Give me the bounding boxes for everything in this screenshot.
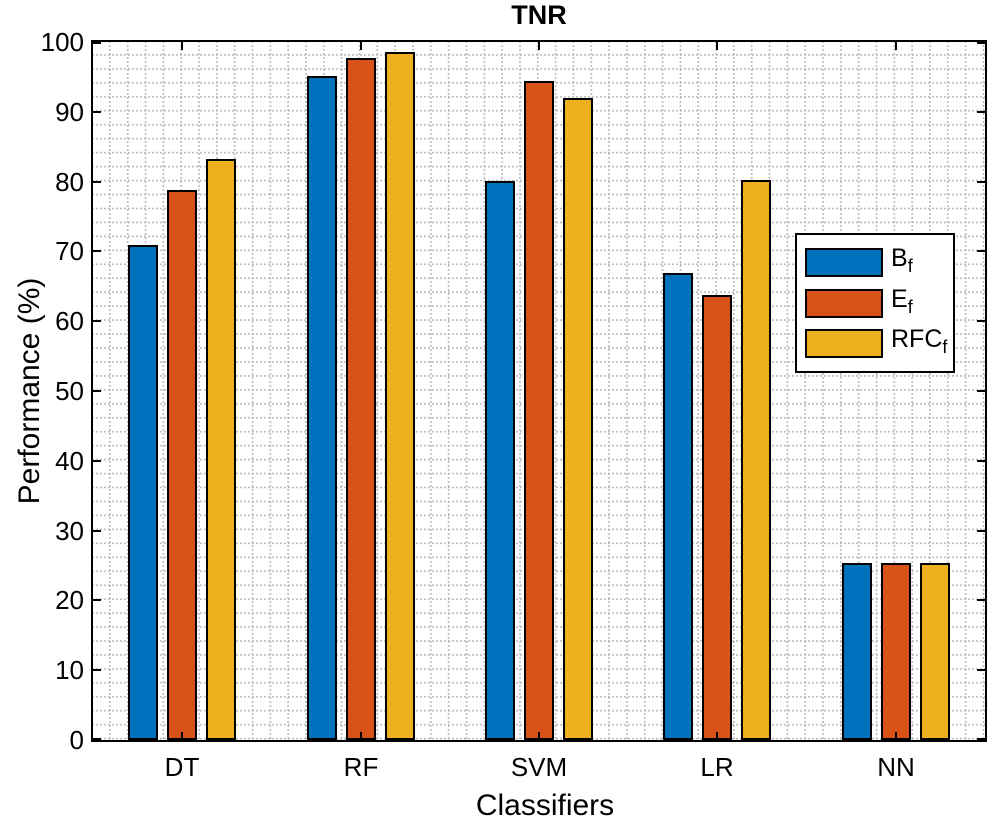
legend-entry-Bf: Bf: [805, 246, 953, 279]
y-axis-label: Performance (%): [13, 277, 46, 505]
legend-label-RFCf: RFCf: [891, 324, 948, 357]
chart-title: TNR: [511, 0, 567, 30]
x-tick-mark: [538, 42, 540, 50]
x-tick-mark: [716, 42, 718, 50]
bar-SVM-Bf: [485, 181, 515, 740]
legend-swatch-RFCf: [805, 328, 883, 358]
x-tick-label: SVM: [510, 752, 568, 782]
bar-RF-Bf: [307, 76, 337, 740]
y-tick-mark: [977, 599, 985, 601]
bar-RF-RFCf: [385, 52, 415, 740]
bar-DT-RFCf: [206, 159, 236, 740]
y-tick-mark: [93, 599, 101, 601]
y-tick-mark: [93, 530, 101, 532]
y-tick-mark: [93, 460, 101, 462]
y-tick-mark: [977, 669, 985, 671]
bar-LR-Bf: [663, 273, 693, 740]
y-tick-mark: [977, 460, 985, 462]
x-tick-mark: [895, 732, 897, 740]
x-tick-label: LR: [700, 752, 734, 782]
legend-entry-Ef: Ef: [805, 284, 953, 320]
bar-DT-Bf: [128, 245, 158, 740]
x-tick-mark: [181, 42, 183, 50]
y-tick-mark: [93, 669, 101, 671]
y-tick-mark: [93, 320, 101, 322]
bar-NN-Ef: [881, 563, 911, 740]
bar-RF-Ef: [346, 58, 376, 740]
legend-entry-RFCf: RFCf: [805, 324, 953, 360]
y-tick-mark: [93, 42, 101, 44]
y-tick-mark: [977, 181, 985, 183]
y-tick-label: 50: [55, 376, 84, 406]
y-tick-mark: [977, 250, 985, 252]
legend-label-Bf: Bf: [891, 244, 913, 277]
y-tick-mark: [977, 320, 985, 322]
y-tick-mark: [977, 530, 985, 532]
bar-SVM-RFCf: [563, 98, 593, 740]
plot-area: [91, 40, 987, 742]
y-tick-label: 90: [55, 97, 84, 127]
x-tick-mark: [360, 42, 362, 50]
legend: Bf Ef RFCf: [795, 233, 955, 373]
legend-label-Ef: Ef: [891, 284, 913, 317]
bar-SVM-Ef: [524, 81, 554, 740]
y-tick-mark: [93, 390, 101, 392]
x-tick-mark: [181, 732, 183, 740]
x-tick-label: RF: [343, 752, 379, 782]
x-tick-label: NN: [877, 752, 915, 782]
y-tick-label: 0: [69, 725, 84, 755]
y-tick-label: 80: [55, 167, 84, 197]
y-tick-mark: [977, 111, 985, 113]
bar-DT-Ef: [167, 190, 197, 740]
x-axis-label: Classifiers: [475, 789, 615, 822]
x-tick-mark: [895, 42, 897, 50]
bar-NN-Bf: [842, 563, 872, 740]
y-tick-label: 100: [40, 27, 84, 57]
y-tick-label: 60: [55, 306, 84, 336]
legend-swatch-Ef: [805, 288, 883, 318]
x-tick-mark: [716, 732, 718, 740]
y-tick-mark: [93, 111, 101, 113]
y-tick-mark: [93, 738, 101, 740]
x-tick-label: DT: [164, 752, 200, 782]
bar-LR-RFCf: [741, 180, 771, 740]
y-tick-mark: [977, 390, 985, 392]
y-tick-label: 70: [55, 236, 84, 266]
legend-swatch-Bf: [805, 248, 883, 278]
bar-NN-RFCf: [920, 563, 950, 740]
y-tick-label: 40: [55, 446, 84, 476]
y-tick-label: 10: [55, 655, 84, 685]
y-tick-mark: [93, 181, 101, 183]
bar-LR-Ef: [702, 295, 732, 740]
y-tick-mark: [977, 42, 985, 44]
y-tick-label: 20: [55, 585, 84, 615]
y-tick-mark: [93, 250, 101, 252]
y-tick-mark: [977, 738, 985, 740]
x-tick-mark: [360, 732, 362, 740]
y-tick-label: 30: [55, 516, 84, 546]
x-tick-mark: [538, 732, 540, 740]
